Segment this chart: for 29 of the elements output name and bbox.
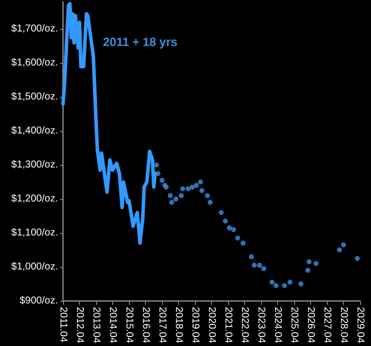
y-tick-label: $1,000/oz. xyxy=(11,261,58,272)
x-tick-label: 2019.04 xyxy=(189,306,200,344)
x-tick-label: 2013.04 xyxy=(90,306,102,344)
x-tick-label: 2014.04 xyxy=(107,306,118,344)
x-tick-label: 2016.04 xyxy=(140,306,152,344)
x-tick-label: 2018.04 xyxy=(173,306,184,344)
y-tick-label: $1,600/oz. xyxy=(11,58,58,69)
y-tick-label: $1,100/oz. xyxy=(11,227,58,238)
x-tick-label: 2028.04 xyxy=(338,306,350,344)
x-tick-label: 2017.04 xyxy=(156,306,168,344)
annotation: 2011 + 18 yrs xyxy=(103,35,178,49)
x-tick-label: 2029.04 xyxy=(354,306,366,344)
x-tick-label: 2024.04 xyxy=(272,306,284,344)
y-tick-label: $1,500/oz. xyxy=(11,92,58,103)
x-tick-label: 2015.04 xyxy=(123,306,134,344)
x-tick-label: 2011.04 xyxy=(58,306,68,343)
y-tick-label: $1,300/oz. xyxy=(11,160,58,171)
y-tick-label: $1,200/oz. xyxy=(11,193,58,204)
y-tick-label: $1,400/oz. xyxy=(11,126,58,137)
x-tick-label: 2023.04 xyxy=(255,306,266,344)
x-tick-label: 2027.04 xyxy=(321,306,332,344)
x-tick-label: 2022.04 xyxy=(238,306,250,344)
x-tick-label: 2026.04 xyxy=(304,306,316,344)
x-tick-label: 2020.04 xyxy=(206,306,218,344)
x-tick-label: 2012.04 xyxy=(74,306,86,344)
y-tick-label: $900/oz. xyxy=(20,295,58,306)
x-tick-label: 2021.04 xyxy=(222,306,234,344)
x-tick-label: 2025.04 xyxy=(288,306,300,344)
y-tick-label: $1,700/oz. xyxy=(11,24,58,35)
